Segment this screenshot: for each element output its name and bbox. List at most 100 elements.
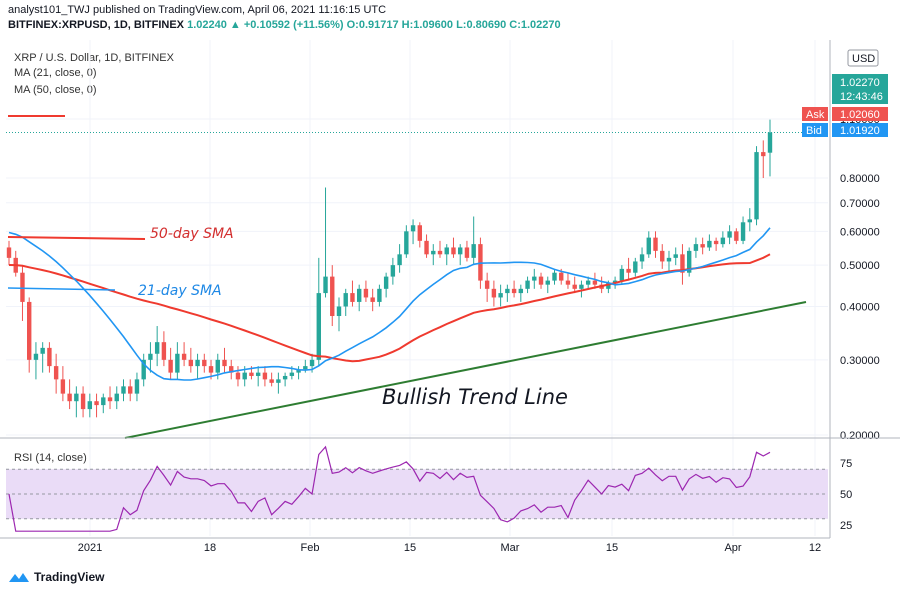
candle-body (33, 353, 39, 360)
candle-body (700, 244, 705, 248)
candle-body (471, 244, 476, 258)
candle-body (235, 372, 241, 380)
candle-body (80, 393, 86, 410)
candle-body (282, 375, 288, 380)
candle-body (53, 366, 59, 380)
time-tick-label: Feb (301, 542, 320, 554)
candle-body (363, 288, 369, 298)
candle-body (195, 359, 200, 367)
candle-body (740, 222, 746, 241)
candle-body (552, 272, 557, 281)
rsi-legend: RSI (14, close) (14, 452, 87, 464)
candle-body (559, 272, 564, 281)
candle-body (484, 280, 490, 289)
candle-body (431, 250, 436, 255)
candle-body (579, 284, 584, 289)
candle-body (464, 247, 470, 258)
candle-body (660, 250, 665, 262)
ma50-line (8, 253, 771, 363)
symbol-line: BITFINEX:XRPUSD, 1D, BITFINEX 1.02240 ▲ … (8, 19, 561, 31)
candle-body (101, 397, 106, 406)
candle-body (666, 257, 672, 262)
candle-body (296, 369, 301, 373)
candle-body (538, 276, 544, 285)
candle-body (148, 353, 153, 360)
candle-body (161, 342, 167, 360)
candle-body (565, 280, 571, 285)
brand-name: TradingView (34, 570, 105, 584)
time-tick-label: 2021 (78, 542, 102, 554)
candle-body (175, 353, 180, 373)
candle-body (60, 379, 66, 394)
candle-body (309, 359, 315, 367)
candle-body (713, 240, 719, 245)
candle-body (606, 282, 611, 289)
price-tick-label: 0.60000 (840, 226, 880, 238)
candle-body (532, 276, 537, 281)
time-tick-label: Apr (724, 542, 741, 554)
candle-body (585, 280, 591, 285)
sma50-annotation: 50-day SMA (150, 226, 234, 242)
candle-body (87, 401, 93, 410)
candle-body (141, 359, 146, 380)
candle-body (505, 288, 510, 294)
ma21-legend: MA (21, close, 0) (14, 67, 97, 79)
candle-body (639, 254, 645, 262)
annotations: 50-day SMA 21-day SMA Bullish Trend Line (6, 115, 828, 532)
candle-body (336, 306, 342, 317)
candle-body (518, 288, 524, 294)
candle-body (767, 132, 773, 153)
symbol-name: BITFINEX:XRPUSD, 1D, BITFINEX (8, 19, 185, 31)
price-tick-label: 0.50000 (840, 260, 880, 272)
rsi-tick-label: 25 (840, 520, 852, 532)
axes: 0.20000 0.30000 0.40000 0.50000 0.60000 0.700… (0, 40, 900, 554)
price-tick-label: 0.70000 (840, 198, 880, 210)
candle-body (525, 280, 530, 289)
candle-body (249, 372, 254, 376)
candle-body (734, 231, 739, 241)
candle-body (215, 359, 220, 373)
ma21-line (8, 227, 771, 381)
last-price-tag: 1.02270 (840, 77, 880, 89)
candle-body (727, 231, 732, 238)
candle-body (121, 386, 126, 394)
candle-body (693, 244, 699, 251)
candle-body (707, 240, 712, 248)
candle-body (229, 366, 234, 373)
sma21-annotation: 21-day SMA (138, 283, 222, 299)
countdown-label: 12:43:46 (840, 91, 883, 103)
candle-body (289, 372, 295, 376)
candle-body (633, 261, 638, 273)
grid-lines (6, 40, 828, 536)
bid-label: Bid (806, 125, 822, 137)
candle-body (242, 372, 247, 380)
candle-body (444, 247, 449, 255)
candle-body (134, 379, 140, 394)
candle-body (761, 152, 766, 157)
candle-body (491, 288, 497, 298)
candle-body (202, 359, 207, 367)
candle-body (720, 237, 726, 245)
candle-body (343, 293, 348, 307)
candle-body (619, 268, 625, 281)
candle-body (754, 152, 759, 220)
bid-tag: 1.01920 (840, 125, 880, 137)
candle-body (686, 250, 692, 273)
candle-body (269, 379, 274, 383)
candle-body (40, 347, 45, 354)
candle-body (592, 280, 598, 285)
candle-body (107, 397, 113, 402)
bid-label-bg (802, 123, 828, 137)
candle-body (383, 276, 389, 289)
ohlc-values: 1.02240 ▲ +0.10592 (+11.56%) O:0.91717 H… (187, 19, 561, 31)
candle-body (404, 231, 409, 255)
candle-body (330, 276, 335, 317)
time-tick-label: 15 (404, 542, 416, 554)
moving-averages (8, 227, 771, 381)
candle-body (262, 372, 268, 380)
candle-body (356, 288, 362, 302)
candle-body (545, 280, 550, 285)
price-tick-label: 0.40000 (840, 302, 880, 314)
candles (6, 119, 773, 418)
